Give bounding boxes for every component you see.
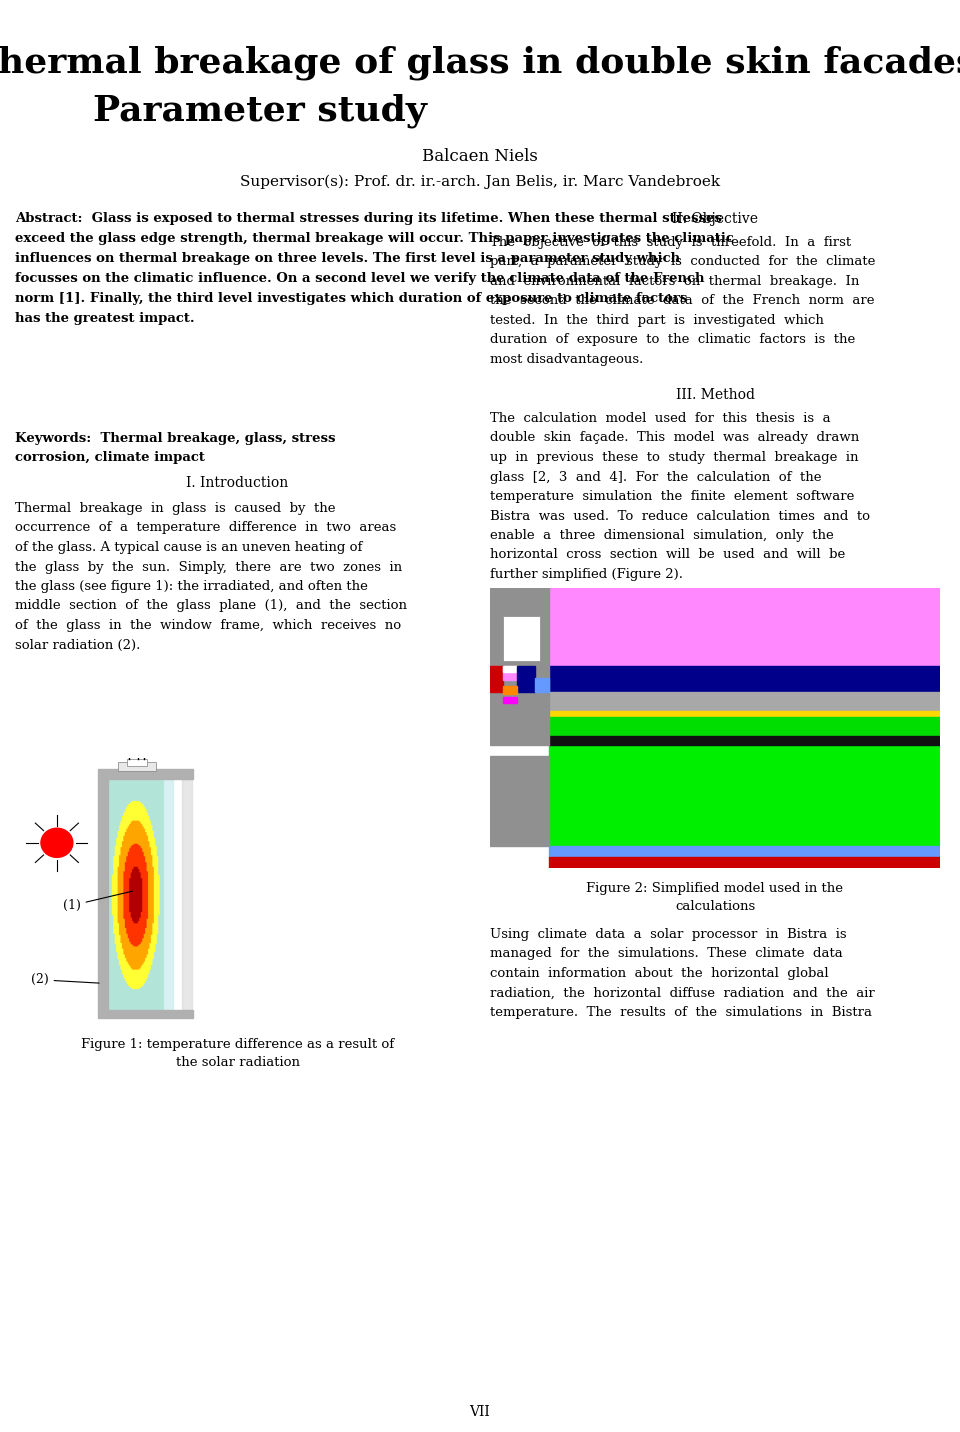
Text: Figure 1: temperature difference as a result of
the solar radiation: Figure 1: temperature difference as a re… xyxy=(81,1038,394,1070)
Bar xyxy=(490,666,503,692)
Text: (2): (2) xyxy=(31,974,99,987)
Bar xyxy=(548,589,940,666)
Bar xyxy=(548,846,940,856)
Bar xyxy=(127,759,147,766)
Text: VII: VII xyxy=(469,1405,491,1419)
Text: III. Method: III. Method xyxy=(676,388,755,402)
Bar xyxy=(98,1010,193,1018)
Bar xyxy=(98,779,108,1010)
Text: Figure 2: Simplified model used in the
calculations: Figure 2: Simplified model used in the c… xyxy=(587,882,844,914)
Text: Thermal breakage of glass in double skin facades:: Thermal breakage of glass in double skin… xyxy=(0,44,960,80)
Bar xyxy=(98,769,193,779)
Bar xyxy=(490,756,548,846)
Bar xyxy=(548,692,940,712)
Bar xyxy=(503,686,517,695)
Bar xyxy=(548,712,940,717)
Bar xyxy=(164,779,173,1010)
Bar xyxy=(118,762,156,772)
Bar xyxy=(181,779,192,1010)
Bar xyxy=(548,666,940,692)
Text: Parameter study: Parameter study xyxy=(93,93,427,127)
Text: II. Objective: II. Objective xyxy=(672,212,758,226)
Text: The  objective  of  this  study  is  threefold.  In  a  first
part,  a  paramete: The objective of this study is threefold… xyxy=(490,236,876,367)
Text: Balcaen Niels: Balcaen Niels xyxy=(422,147,538,165)
Text: I. Introduction: I. Introduction xyxy=(186,475,289,490)
Bar xyxy=(548,736,940,745)
Text: The  calculation  model  used  for  this  thesis  is  a
double  skin  façade.  T: The calculation model used for this thes… xyxy=(490,412,870,581)
Bar xyxy=(503,666,517,672)
Text: (1): (1) xyxy=(62,891,132,912)
Bar xyxy=(548,856,940,868)
Bar xyxy=(548,717,940,736)
Bar xyxy=(503,616,540,660)
Bar xyxy=(548,745,940,846)
Text: Using  climate  data  a  solar  processor  in  Bistra  is
managed  for  the  sim: Using climate data a solar processor in … xyxy=(490,928,875,1020)
Text: Supervisor(s): Prof. dr. ir.-arch. Jan Belis, ir. Marc Vandebroek: Supervisor(s): Prof. dr. ir.-arch. Jan B… xyxy=(240,175,720,189)
Bar xyxy=(535,677,548,692)
Bar xyxy=(503,666,517,680)
Text: Keywords:  Thermal breakage, glass, stress
corrosion, climate impact: Keywords: Thermal breakage, glass, stres… xyxy=(15,432,335,464)
Text: Thermal  breakage  in  glass  is  caused  by  the
occurrence  of  a  temperature: Thermal breakage in glass is caused by t… xyxy=(15,503,407,652)
Circle shape xyxy=(41,828,73,858)
Text: Abstract:  Glass is exposed to thermal stresses during its lifetime. When these : Abstract: Glass is exposed to thermal st… xyxy=(15,212,733,325)
Bar xyxy=(517,666,535,692)
Bar xyxy=(503,697,517,703)
Bar xyxy=(490,589,548,745)
